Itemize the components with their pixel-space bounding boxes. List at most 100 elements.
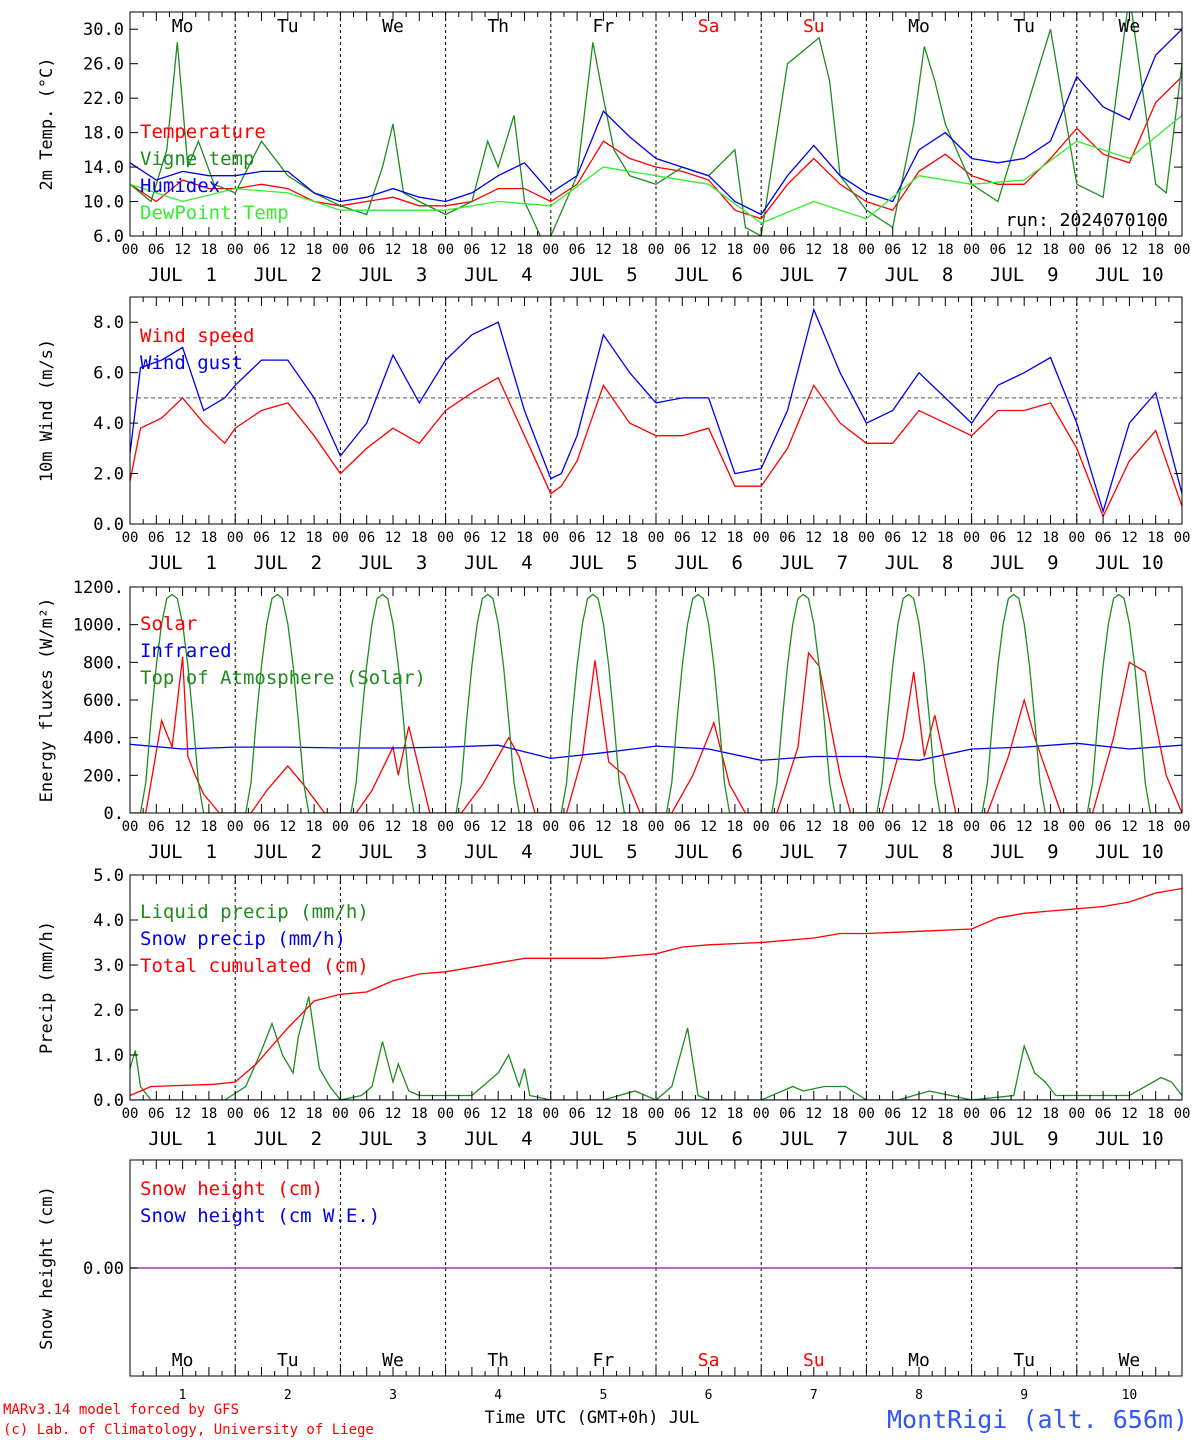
hour-tick-label: 00 xyxy=(542,819,559,835)
legend-entry: DewPoint Temp xyxy=(140,202,289,224)
hour-tick-label: 12 xyxy=(805,1106,822,1122)
hour-tick-label: 06 xyxy=(1095,819,1112,835)
hour-tick-label: 00 xyxy=(858,1106,875,1122)
panel-2: 0.0 2.0 4.0 6.0 8.0 10m Wind (m/s) Wind speed W… xyxy=(37,296,1191,574)
y-tick-label: 8.0 xyxy=(93,313,124,333)
date-label: JUL 5 xyxy=(569,841,638,863)
hour-tick-label: 12 xyxy=(911,242,928,258)
hour-tick-label: 06 xyxy=(674,819,691,835)
day-number-label: 8 xyxy=(915,1388,923,1403)
hour-tick-label: 12 xyxy=(1121,242,1138,258)
day-number-label: 6 xyxy=(705,1388,713,1403)
hour-tick-label: 18 xyxy=(200,819,217,835)
hour-tick-label: 00 xyxy=(1174,819,1191,835)
hour-tick-label: 12 xyxy=(490,819,507,835)
date-label: JUL 7 xyxy=(779,841,848,863)
hour-tick-label: 00 xyxy=(122,242,139,258)
date-label: JUL 7 xyxy=(779,264,848,286)
weekday-label: Mo xyxy=(172,16,194,37)
y-tick-label: 2.0 xyxy=(93,1001,124,1021)
hour-tick-label: 12 xyxy=(1016,530,1033,546)
legend-entry: Wind gust xyxy=(140,352,243,374)
hour-tick-label: 18 xyxy=(1147,242,1164,258)
hour-tick-label: 00 xyxy=(122,819,139,835)
hour-tick-label: 18 xyxy=(516,1106,533,1122)
hour-tick-label: 00 xyxy=(753,819,770,835)
hour-tick-label: 00 xyxy=(1174,530,1191,546)
hour-tick-label: 12 xyxy=(385,530,402,546)
hour-tick-label: 12 xyxy=(385,242,402,258)
y-tick-label: 0. xyxy=(104,804,124,824)
legend-entry: Humidex xyxy=(140,175,220,197)
legend-entry: Snow height (cm) xyxy=(140,1178,323,1200)
day-number-label: 1 xyxy=(179,1388,187,1403)
hour-tick-label: 06 xyxy=(569,530,586,546)
day-number-label: 9 xyxy=(1020,1388,1028,1403)
date-label: JUL 1 xyxy=(148,264,217,286)
hour-tick-label: 18 xyxy=(200,1106,217,1122)
hour-tick-label: 18 xyxy=(832,1106,849,1122)
hour-tick-label: 12 xyxy=(490,1106,507,1122)
hour-tick-label: 06 xyxy=(463,1106,480,1122)
date-label: JUL 10 xyxy=(1095,1128,1164,1150)
hour-tick-label: 18 xyxy=(937,530,954,546)
date-label: JUL 4 xyxy=(464,552,533,574)
hour-tick-label: 12 xyxy=(911,530,928,546)
hour-tick-label: 00 xyxy=(963,242,980,258)
hour-tick-label: 00 xyxy=(648,242,665,258)
date-label: JUL 4 xyxy=(464,1128,533,1150)
hour-tick-label: 18 xyxy=(937,819,954,835)
legend-entry: Vigne temp xyxy=(140,148,254,170)
hour-tick-label: 18 xyxy=(306,530,323,546)
hour-tick-label: 12 xyxy=(174,530,191,546)
hour-tick-label: 06 xyxy=(989,242,1006,258)
y-tick-label: 600. xyxy=(83,691,124,711)
hour-tick-label: 18 xyxy=(411,1106,428,1122)
panel-3: 0. 200. 400. 600. 800. 1000. 1200. Energy fluxe… xyxy=(37,578,1190,863)
date-label: JUL 3 xyxy=(359,1128,428,1150)
hour-tick-label: 12 xyxy=(174,819,191,835)
hour-tick-label: 12 xyxy=(911,819,928,835)
y-tick-label: 800. xyxy=(83,653,124,673)
y-tick-label: 1200. xyxy=(73,578,124,598)
hour-tick-label: 00 xyxy=(542,242,559,258)
y-axis-label: Precip (mm/h) xyxy=(37,921,57,1054)
hour-tick-label: 00 xyxy=(1174,242,1191,258)
hour-tick-label: 00 xyxy=(753,242,770,258)
hour-tick-label: 12 xyxy=(1016,819,1033,835)
hour-tick-label: 00 xyxy=(332,1106,349,1122)
date-label: JUL 1 xyxy=(148,552,217,574)
hour-tick-label: 00 xyxy=(1068,819,1085,835)
hour-tick-label: 12 xyxy=(279,242,296,258)
hour-tick-label: 06 xyxy=(148,819,165,835)
date-label: JUL 4 xyxy=(464,841,533,863)
date-label: JUL 4 xyxy=(464,264,533,286)
date-label: JUL 3 xyxy=(359,552,428,574)
hour-tick-label: 06 xyxy=(253,242,270,258)
hour-tick-label: 00 xyxy=(963,530,980,546)
hour-tick-label: 12 xyxy=(911,1106,928,1122)
model-info: MARv3.14 model forced by GFS xyxy=(3,1402,239,1418)
hour-tick-label: 06 xyxy=(569,242,586,258)
hour-tick-label: 12 xyxy=(1016,242,1033,258)
hour-tick-label: 00 xyxy=(648,1106,665,1122)
hour-tick-label: 00 xyxy=(437,530,454,546)
date-label: JUL 2 xyxy=(253,841,322,863)
hour-tick-label: 06 xyxy=(148,242,165,258)
hour-tick-label: 18 xyxy=(937,242,954,258)
legend-entry: Temperature xyxy=(140,121,266,143)
hour-tick-label: 06 xyxy=(463,242,480,258)
hour-tick-label: 12 xyxy=(595,1106,612,1122)
weekday-label: Tu xyxy=(277,16,299,37)
hour-tick-label: 06 xyxy=(358,242,375,258)
legend-entry: Snow precip (mm/h) xyxy=(140,928,346,950)
legend-entry: Solar xyxy=(140,613,197,635)
series-line-1 xyxy=(130,996,1182,1100)
series-line-2 xyxy=(130,12,1182,236)
date-label: JUL 5 xyxy=(569,552,638,574)
hour-tick-label: 06 xyxy=(463,819,480,835)
weekday-label: Tu xyxy=(277,1350,299,1371)
hour-tick-label: 12 xyxy=(1121,819,1138,835)
hour-tick-label: 18 xyxy=(1042,242,1059,258)
